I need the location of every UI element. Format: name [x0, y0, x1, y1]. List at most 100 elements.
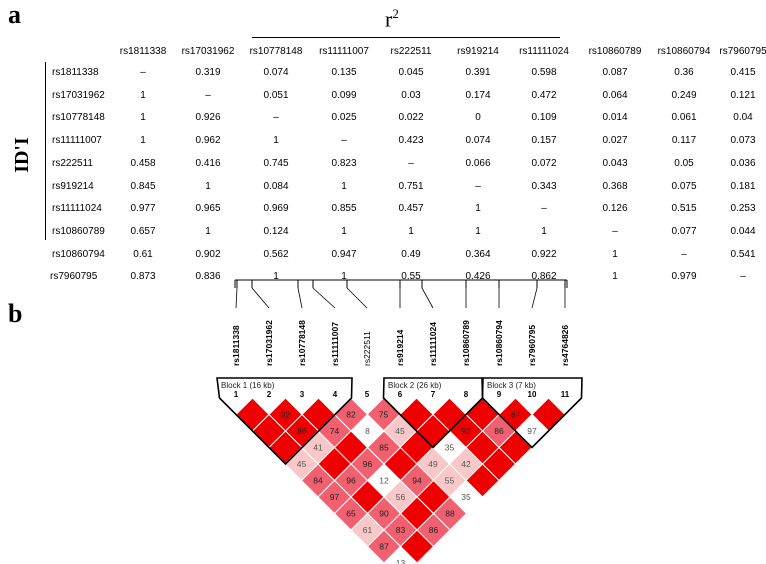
ld-value: 88	[445, 509, 455, 519]
ld-value: 90	[379, 509, 389, 519]
matrix-cell: –	[140, 67, 146, 78]
matrix-cell: 1	[273, 135, 279, 147]
snp-label-rs10860794: rs10860794	[494, 320, 504, 366]
row-header-rs1811338: rs1811338	[52, 67, 99, 78]
matrix-cell: 0.458	[130, 157, 156, 169]
matrix-cell: 1	[140, 135, 146, 147]
matrix-cell: 0.073	[730, 135, 756, 147]
matrix-cell: 1	[541, 225, 547, 237]
matrix-cell: 1	[612, 271, 618, 283]
matrix-cell: 0.124	[263, 225, 289, 237]
ld-value: 96	[363, 459, 373, 469]
matrix-cell: 0.157	[531, 135, 557, 147]
snp-index: 5	[365, 390, 370, 399]
matrix-cell: 0.836	[195, 271, 221, 283]
matrix-cell: 1	[205, 180, 211, 192]
matrix-cell: –	[408, 157, 414, 169]
block-label: Block 3 (7 kb)	[487, 381, 536, 390]
matrix-cell: 0.922	[531, 248, 557, 260]
row-header-rs10860794: rs10860794	[52, 248, 105, 260]
matrix-cell: 0.855	[331, 203, 357, 215]
matrix-cell: 0.368	[602, 180, 628, 192]
matrix-cell: 0.343	[531, 180, 557, 192]
ld-value: 45	[395, 426, 405, 436]
matrix-cell: 0.043	[602, 157, 628, 169]
column-header-rs11111007: rs11111007	[319, 46, 369, 57]
matrix-cell: 0.066	[465, 157, 491, 169]
matrix-cell: 0.181	[730, 180, 756, 192]
ld-value: 74	[330, 426, 340, 436]
snp-index: 6	[398, 390, 403, 399]
matrix-cell: 0.562	[263, 248, 289, 260]
snp-label-rs17031962: rs17031962	[264, 320, 274, 366]
matrix-cell: –	[273, 112, 279, 124]
matrix-cell: 0.541	[730, 248, 756, 260]
matrix-cell: 0	[475, 112, 481, 124]
ld-value: 86	[429, 525, 439, 535]
matrix-cell: 0.845	[130, 180, 156, 192]
matrix-cell: –	[681, 248, 687, 260]
matrix-cell: 0.121	[730, 89, 756, 101]
ld-value: 61	[363, 525, 373, 535]
snp-label-rs222511: rs222511	[362, 331, 372, 366]
snp-index: 8	[464, 390, 469, 399]
matrix-cell: 0.064	[602, 89, 628, 101]
matrix-cell: 0.926	[195, 112, 221, 124]
snp-label-rs1811338: rs1811338	[231, 325, 241, 366]
matrix-cell: 0.051	[263, 89, 289, 101]
matrix-cell: 1	[140, 112, 146, 124]
panel-b-label: b	[8, 299, 23, 328]
matrix-cell: 0.087	[602, 67, 628, 78]
matrix-cell: 0.249	[671, 89, 697, 101]
matrix-cell: 0.045	[398, 67, 424, 78]
ld-value: 92	[281, 410, 291, 420]
matrix-cell: 0.55	[401, 271, 421, 283]
ld-value: 97	[330, 492, 340, 502]
snp-index: 10	[528, 390, 537, 399]
snp-index: 4	[333, 390, 338, 399]
matrix-cell: 1	[612, 248, 618, 260]
matrix-cell: 0.947	[331, 248, 357, 260]
matrix-cell: 0.977	[130, 203, 156, 215]
ld-value: 86	[494, 426, 504, 436]
column-header-rs10860789: rs10860789	[588, 46, 642, 57]
ld-value: 86	[297, 426, 307, 436]
snp-index: 11	[561, 390, 570, 399]
ld-value: 12	[379, 476, 389, 486]
matrix-cell: 0.036	[730, 157, 756, 169]
row-header-rs7960795: rs7960795	[50, 271, 98, 283]
ld-value: 94	[412, 476, 422, 486]
matrix-cell: 0.61	[133, 248, 153, 260]
snp-index: 2	[267, 390, 272, 399]
panel-a-label: a	[8, 0, 21, 29]
snp-label-rs7960795: rs7960795	[527, 325, 537, 366]
row-header-rs919214: rs919214	[52, 180, 94, 192]
matrix-cell: 0.099	[331, 89, 357, 101]
matrix-cell: 0.49	[401, 248, 421, 260]
snp-connector	[531, 287, 538, 309]
matrix-cell: –	[341, 135, 347, 147]
row-header-rs10778148: rs10778148	[52, 112, 105, 124]
matrix-cell: 1	[140, 89, 146, 101]
d-prime-bracket-line	[45, 62, 46, 240]
column-header-rs7960795: rs7960795	[719, 46, 766, 57]
matrix-cell: 1	[341, 180, 347, 192]
snp-label-rs11111024: rs11111024	[428, 322, 438, 366]
matrix-cell: 0.03	[401, 89, 421, 101]
matrix-cell: 0.862	[531, 271, 557, 283]
matrix-cell: 0.319	[195, 67, 221, 78]
matrix-cell: 0.075	[671, 180, 697, 192]
column-header-rs11111024: rs11111024	[519, 46, 569, 57]
snp-label-rs919214: rs919214	[395, 329, 405, 366]
ld-value: 42	[461, 459, 471, 469]
matrix-cell: 0.135	[331, 67, 357, 78]
snp-index: 7	[431, 390, 436, 399]
ld-value: 65	[346, 509, 356, 519]
row-header-rs10860789: rs10860789	[52, 225, 105, 237]
matrix-cell: 0.415	[730, 67, 756, 78]
haplotype-block-1	[216, 377, 353, 466]
snp-connector	[235, 287, 238, 309]
ld-value: 87	[379, 542, 389, 552]
matrix-cell: 1	[341, 271, 347, 283]
matrix-cell: 0.014	[602, 112, 628, 124]
